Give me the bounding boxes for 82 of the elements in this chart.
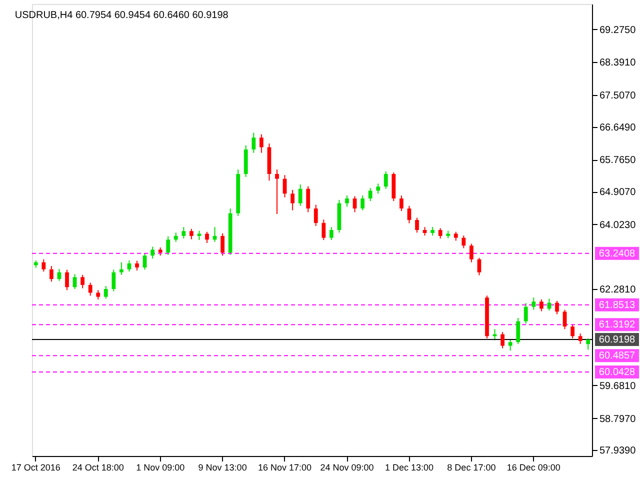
y-tick-label: 69.2750 (600, 24, 636, 36)
candlestick (547, 298, 552, 312)
candlestick (166, 236, 170, 256)
candlestick (298, 184, 302, 206)
candlestick (555, 300, 559, 315)
candlestick (407, 205, 412, 224)
x-tick-label: 24 Nov 09:00 (320, 462, 374, 472)
y-tick-label: 64.0230 (600, 220, 636, 231)
y-tick-label: 68.3910 (600, 58, 636, 69)
candlestick (72, 274, 77, 290)
candlestick (174, 232, 178, 242)
candlestick (220, 232, 224, 256)
candlestick (352, 196, 357, 213)
x-tick-label: 9 Nov 13:00 (198, 462, 247, 472)
candlestick (500, 332, 504, 349)
candlestick (260, 134, 264, 154)
candlestick (570, 324, 574, 339)
candlestick (516, 317, 520, 344)
candlestick (345, 194, 349, 208)
candlestick (275, 169, 279, 215)
candlestick (104, 286, 108, 300)
candlestick (540, 298, 544, 312)
candlestick (42, 258, 46, 272)
candlestick (524, 302, 528, 324)
y-tick-label: 62.2810 (600, 284, 636, 296)
candlestick (197, 230, 202, 241)
y-tick-label: 66.6490 (600, 122, 636, 134)
ref-line-label: 61.8513 (598, 300, 636, 311)
x-tick-label: 8 Dec 17:00 (447, 462, 496, 472)
candlestick (112, 269, 116, 292)
candlestick (314, 204, 318, 226)
candlestick (80, 274, 84, 289)
x-tick-label: 1 Dec 13:00 (384, 462, 434, 472)
x-tick-label: 1 Nov 09:00 (136, 462, 185, 472)
candlestick (135, 260, 139, 271)
candlestick (470, 243, 474, 263)
candlestick (477, 257, 482, 276)
candlestick (150, 246, 154, 260)
candlestick (462, 235, 466, 249)
x-tick-label: 17 Oct 2016 (11, 462, 60, 472)
candlestick (586, 338, 590, 350)
x-tick-label: 16 Nov 17:00 (258, 462, 312, 472)
candlestick (205, 231, 209, 244)
candlestick (384, 170, 388, 190)
candlestick (290, 189, 294, 211)
y-tick-label: 67.5070 (600, 90, 636, 102)
candlestick (120, 262, 124, 276)
candlestick (142, 252, 147, 270)
y-tick-label: 57.9390 (600, 446, 636, 457)
y-tick-label: 64.9070 (600, 187, 636, 198)
y-tick-label: 59.6810 (600, 380, 636, 392)
text: USDRUB,H4 60.7954 60.9454 60.6460 60.9198 (14, 10, 229, 21)
ref-line-label: 60.9198 (598, 334, 636, 346)
candlestick (578, 333, 582, 344)
ref-line-label: 61.3192 (598, 320, 636, 331)
candlestick (415, 217, 419, 234)
candlestick (252, 132, 256, 154)
ref-line-label: 60.0428 (598, 367, 636, 378)
candlestick (376, 183, 380, 194)
candlestick (190, 228, 194, 240)
ref-line-label: 63.2408 (598, 248, 636, 260)
candlestick (50, 265, 54, 282)
candlestick (400, 194, 404, 212)
candlestick (330, 226, 334, 241)
candlestick (360, 194, 364, 211)
y-tick-label: 58.7970 (600, 414, 636, 425)
candlestick (127, 260, 132, 272)
candlestick (65, 269, 69, 291)
candlestick (508, 338, 512, 352)
candlestick (182, 226, 186, 240)
candlestick (562, 309, 567, 330)
candlestick (532, 297, 536, 310)
ref-line-label: 60.4857 (598, 350, 636, 362)
candlestick (322, 219, 326, 241)
candlestick (368, 188, 372, 202)
candlestick (438, 228, 442, 240)
x-tick-label: 24 Oct 18:00 (72, 462, 124, 472)
candlestick (96, 290, 100, 300)
y-tick-label: 65.7650 (600, 155, 636, 166)
candlestick (306, 186, 310, 213)
candlestick (88, 282, 92, 296)
x-tick-label: 16 Dec 09:00 (506, 462, 560, 472)
